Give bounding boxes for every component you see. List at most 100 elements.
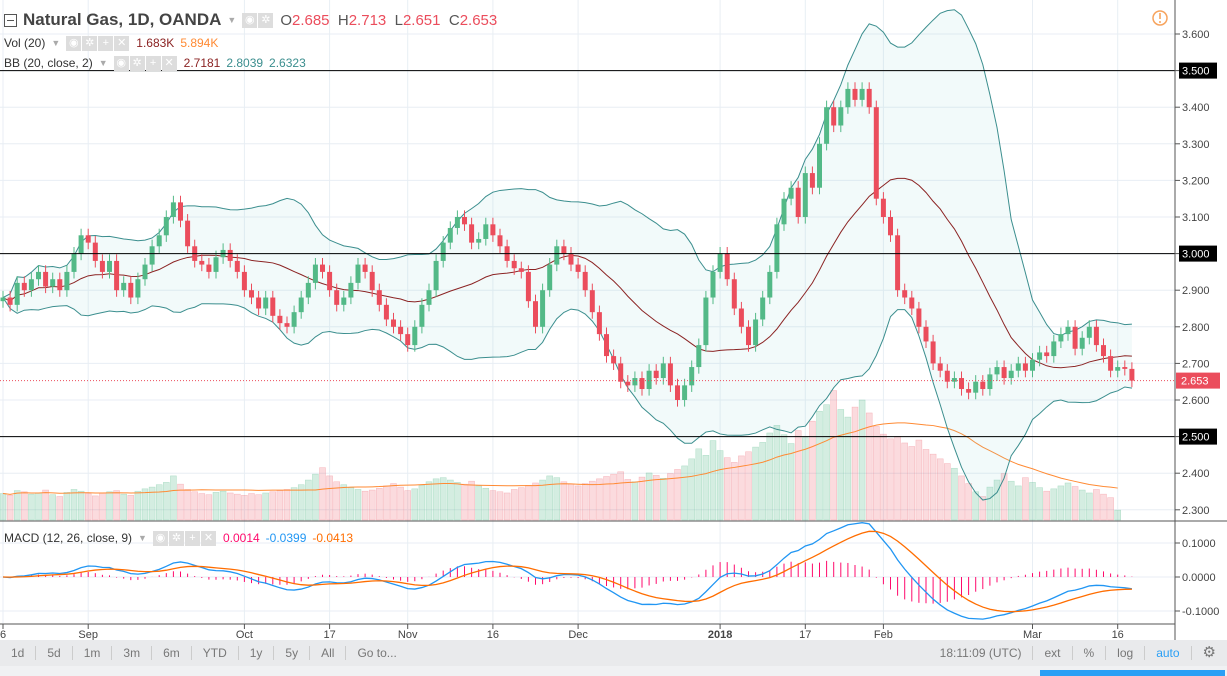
gear-icon[interactable]: ✲ [129,56,145,71]
volume-bar [667,473,674,521]
volume-bars [0,390,1121,521]
ext-toggle[interactable]: ext [1033,646,1073,660]
candle [92,242,98,261]
volume-bar [688,458,695,521]
candle [703,297,709,346]
candles [0,82,1135,407]
volume-bar [851,406,859,521]
candle [916,308,922,327]
candle [923,326,929,342]
volume-legend: Vol (20) ▼ ◉ ✲ + ✕ 1.683K 5.894K [4,35,218,51]
volume-bar [411,488,419,521]
candle [57,279,63,291]
volume-bar [794,430,802,521]
candle [305,282,311,298]
macd-name[interactable]: MACD (12, 26, close, 9) [4,531,133,545]
close-label: C [448,11,460,29]
volume-bar [383,485,390,521]
candle [675,385,680,400]
candle [852,88,858,100]
date-tick-label: Sep [78,629,98,640]
candle [383,304,389,320]
volume-bar [645,472,653,521]
percent-toggle[interactable]: % [1073,646,1107,660]
macd-legend: MACD (12, 26, close, 9) ▼ ◉ ✲ + ✕ 0.0014 -0.… [4,530,353,546]
volume-bar [1093,489,1100,521]
log-toggle[interactable]: log [1106,646,1146,660]
range-ytd[interactable]: YTD [192,646,239,660]
volume-bar [312,473,319,521]
clock[interactable]: 18:11:09 (UTC) [929,646,1034,660]
candle [1108,356,1114,371]
eye-icon[interactable]: ◉ [113,56,129,71]
candle [1001,367,1007,379]
range-3m[interactable]: 3m [112,646,153,660]
collapse-icon[interactable] [4,13,17,27]
gear-icon[interactable]: ✲ [82,36,98,51]
range-5y[interactable]: 5y [274,646,311,660]
gear-icon[interactable]: ⚙ [1202,644,1216,661]
candle [717,253,723,272]
footer-strip [0,666,1227,676]
chevron-down-icon[interactable]: ▼ [98,58,108,68]
volume-bar [503,492,511,521]
chevron-down-icon[interactable]: ▼ [51,38,61,48]
chevron-down-icon[interactable]: ▼ [227,15,237,25]
horizontal-lines[interactable] [0,70,1175,438]
candle [959,378,964,390]
volume-bar [77,490,85,521]
plus-icon[interactable]: + [145,56,161,71]
alert-icon[interactable] [1152,10,1168,26]
range-all[interactable]: All [310,646,347,660]
close-icon[interactable]: ✕ [200,531,216,546]
price-tick-label: 2.500 [1182,432,1210,444]
range-5d[interactable]: 5d [36,646,73,660]
candle [348,282,354,298]
close-icon[interactable]: ✕ [114,36,130,51]
plus-icon[interactable]: + [184,531,200,546]
price-chart[interactable]: 3.600 3.500 3.400 3.300 3.200 3.100 3.000 2.900… [0,0,1227,640]
volume-bar [965,483,972,521]
footer-button[interactable] [1040,670,1225,676]
candle [845,88,851,108]
eye-icon[interactable]: ◉ [242,13,258,28]
plus-icon[interactable]: + [98,36,114,51]
eye-icon[interactable]: ◉ [66,36,82,51]
range-6m[interactable]: 6m [152,646,192,660]
volume-name[interactable]: Vol (20) [4,36,46,50]
candle [1079,337,1085,349]
candle [1022,363,1028,371]
volume-bar [986,486,994,521]
range-1d[interactable]: 1d [0,646,37,660]
auto-toggle[interactable]: auto [1145,646,1192,660]
bb-name[interactable]: BB (20, close, 2) [4,56,93,70]
candle [980,381,986,390]
goto-button[interactable]: Go to... [357,646,397,660]
close-icon[interactable]: ✕ [161,56,177,71]
volume-ma-line [2,422,1118,495]
range-1m[interactable]: 1m [73,646,113,660]
volume-bar [184,489,191,521]
candle [1065,326,1071,335]
volume-bar [553,477,561,521]
gear-icon[interactable]: ✲ [168,531,184,546]
chevron-down-icon[interactable]: ▼ [138,533,147,543]
candle [284,323,290,327]
eye-icon[interactable]: ◉ [152,531,168,546]
candle [909,297,915,309]
axes[interactable]: 3.600 3.500 3.400 3.300 3.200 3.100 3.000 2.900… [0,0,1227,640]
volume-bar [631,481,639,521]
volume-bar [901,442,908,521]
volume-bar [354,489,362,521]
symbol-title[interactable]: Natural Gas, 1D, OANDA [23,10,222,29]
date-tick-label: Nov [398,629,418,640]
volume-bar [532,482,539,521]
volume-bar [681,465,688,521]
volume-bar [610,473,617,521]
candle [163,217,169,236]
candle [121,282,127,291]
gear-icon[interactable]: ✲ [258,13,274,28]
volume-bar [468,480,475,521]
volume-bar [141,488,149,521]
range-1y[interactable]: 1y [239,646,275,660]
